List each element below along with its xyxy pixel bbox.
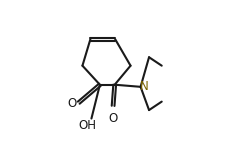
Text: O: O: [108, 112, 117, 125]
Text: OH: OH: [78, 119, 96, 132]
Text: N: N: [139, 80, 148, 93]
Text: O: O: [68, 97, 77, 110]
